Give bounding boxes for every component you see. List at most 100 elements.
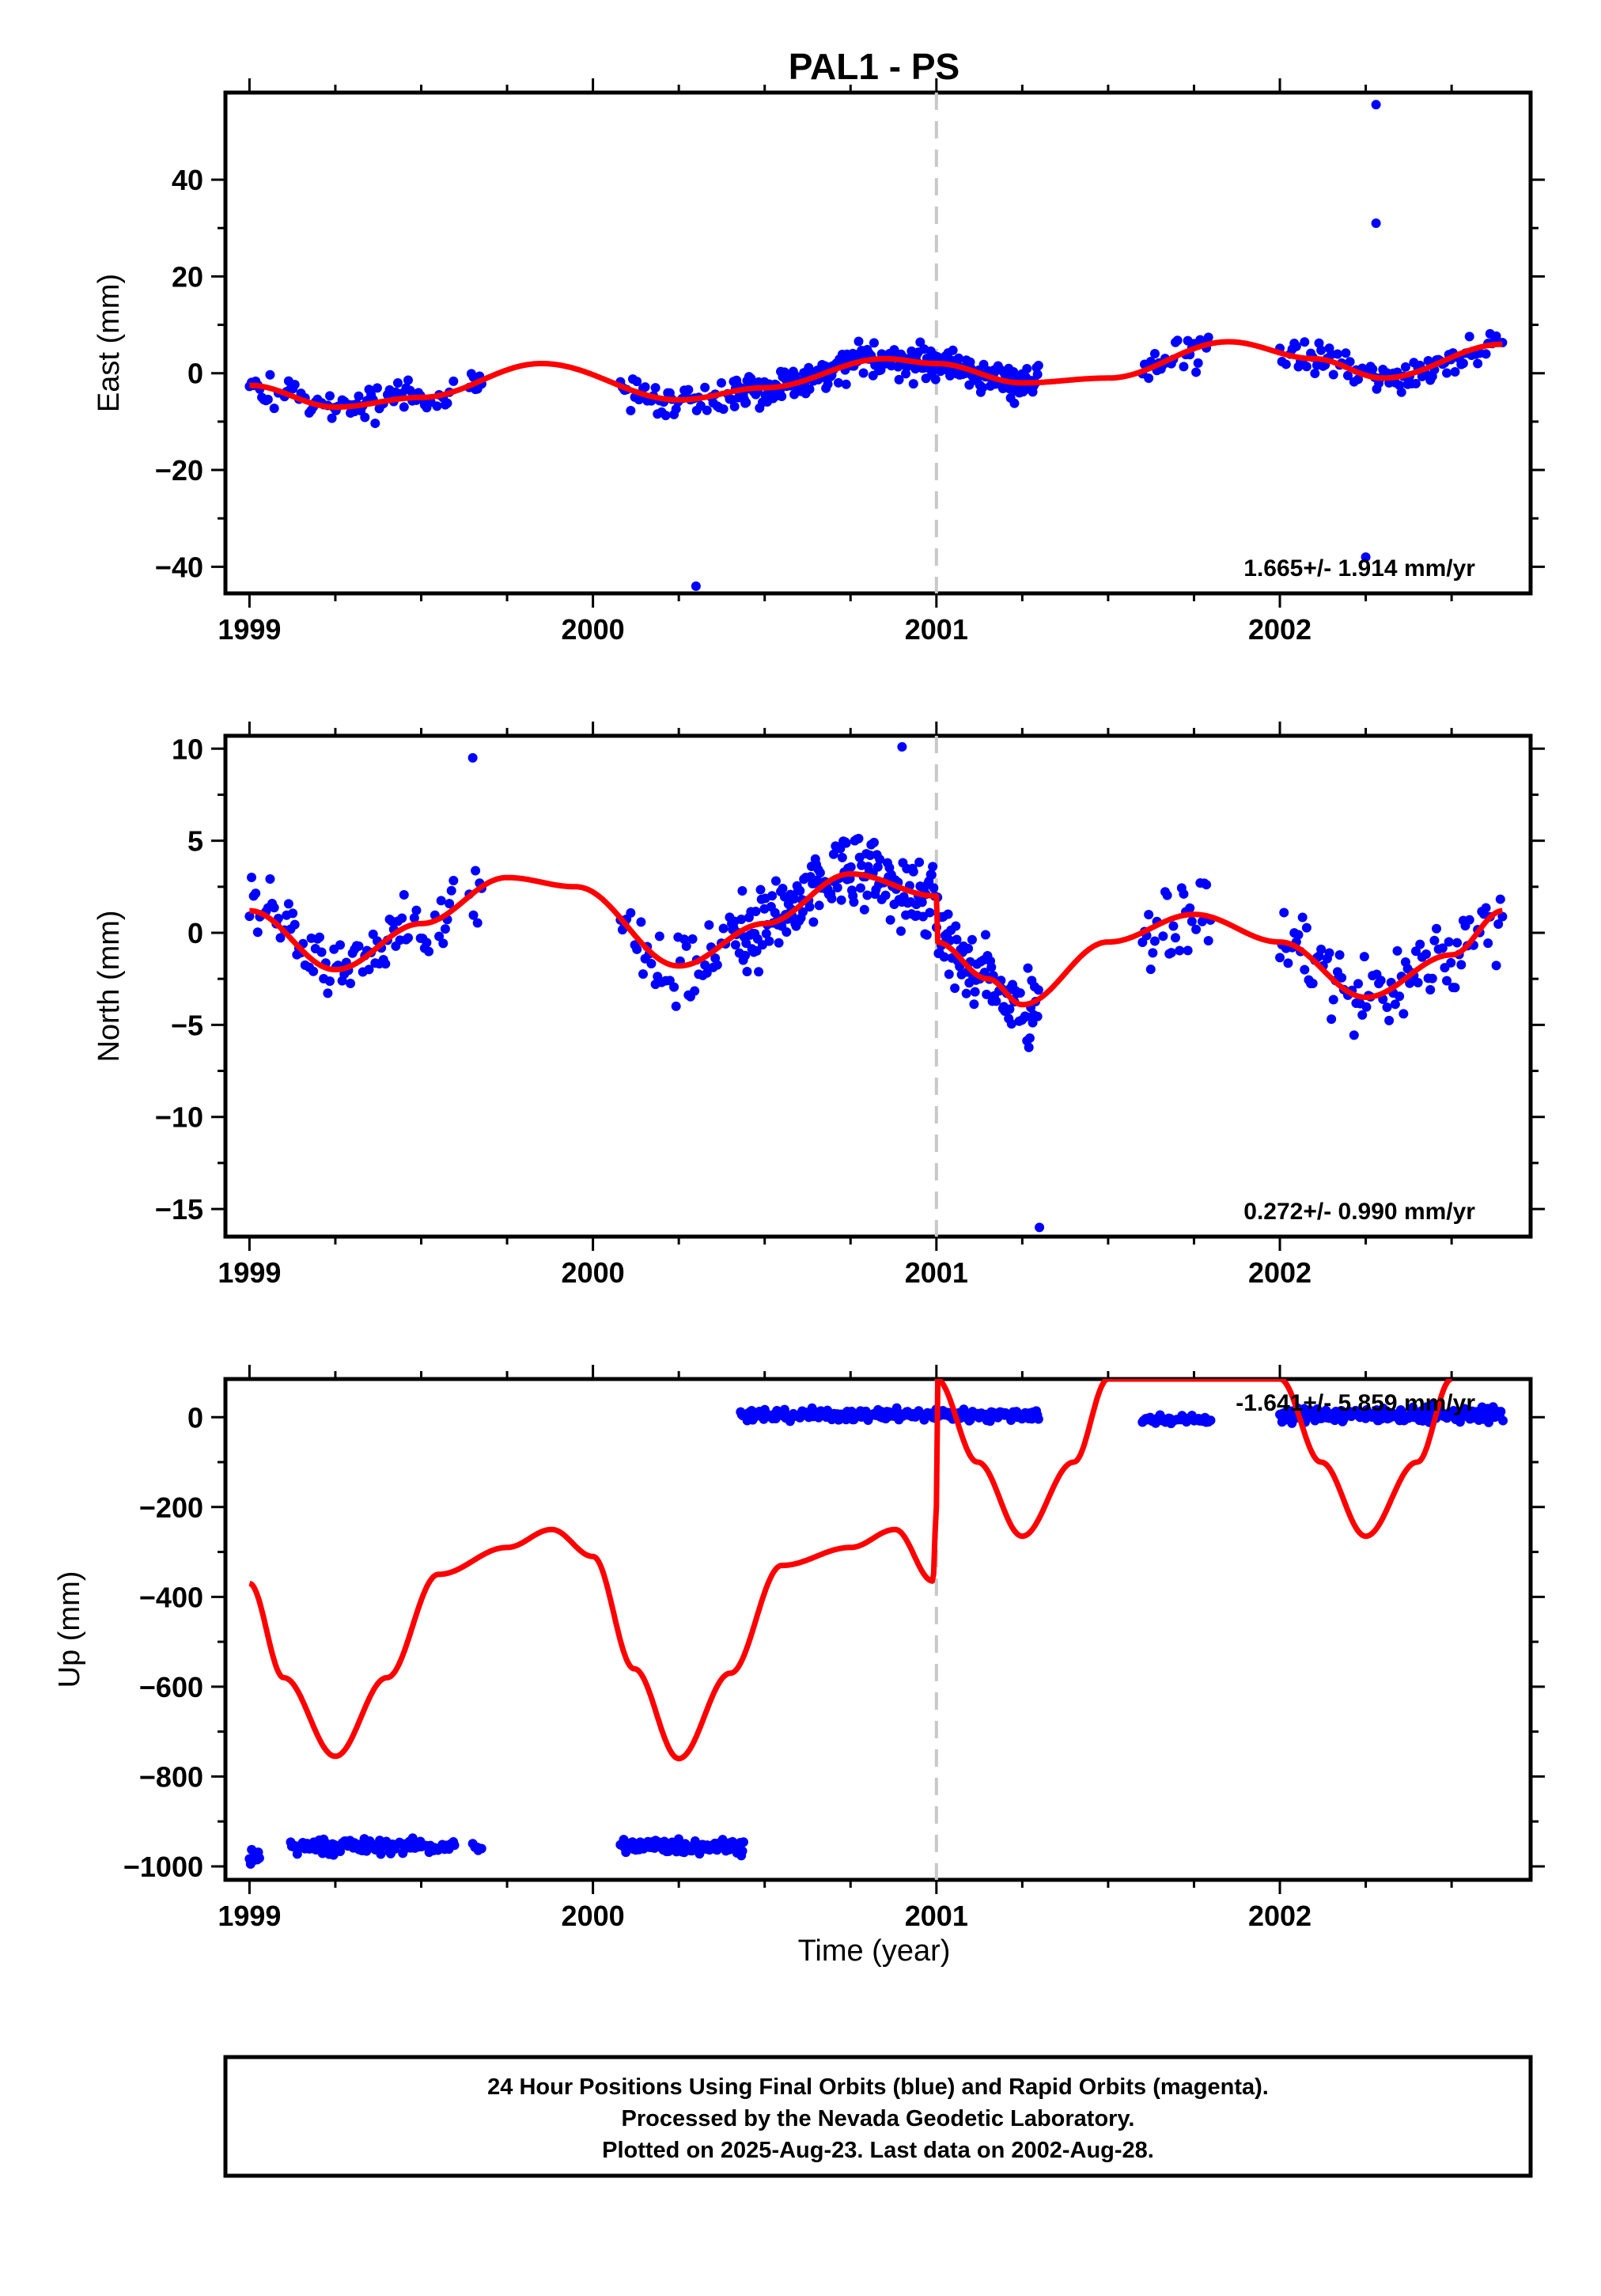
data-point [1301,923,1311,933]
data-point [778,883,788,893]
data-point [1281,359,1291,369]
data-point [308,966,319,976]
data-point [717,377,726,388]
data-point [841,379,851,389]
data-point [767,891,778,901]
data-point [316,947,327,957]
x-tick-label: 2000 [562,1900,625,1932]
data-point [914,857,925,867]
data-point [751,907,761,917]
outlier-point [1371,218,1381,229]
data-point [1023,963,1033,973]
data-point [407,1833,418,1843]
data-point [797,907,808,917]
data-point [432,401,442,411]
data-point [440,924,450,934]
data-point [1341,348,1351,358]
data-point [917,897,927,907]
data-point [1191,924,1202,934]
data-point [837,852,847,862]
data-point [1332,349,1342,359]
x-tick-label: 2001 [905,1256,968,1289]
data-point [1423,355,1433,366]
data-point [1432,923,1442,934]
data-point [1310,368,1320,378]
data-point [1279,907,1289,918]
east-panel: 1999 2000 2001 2002 −40 −20 0 20 40 East (mm) 1.66… [93,78,1545,646]
data-point [1193,358,1203,368]
model-curve [248,339,1504,410]
data-point [288,908,298,919]
data-point [1450,983,1460,993]
x-tick-label: 2002 [1248,1256,1311,1289]
data-point [730,940,740,950]
data-point [737,1846,748,1856]
y-tick-label: −600 [139,1671,203,1703]
data-point [1421,949,1431,959]
data-point [738,1837,748,1847]
figure-title: PAL1 - PS [789,46,959,87]
outlier-point [1361,552,1371,563]
data-point [1005,1004,1015,1014]
data-point [690,986,700,996]
data-point [1148,948,1158,958]
y-tick-label: −40 [155,551,203,583]
data-point [789,894,800,904]
data-point [702,405,712,415]
data-point [859,904,869,915]
data-point [650,383,660,393]
data-point [445,899,455,909]
data-point [446,885,456,896]
data-point [953,353,963,363]
footer-line-2: Processed by the Nevada Geodetic Laborat… [622,2106,1135,2131]
data-point [397,913,407,923]
data-point [986,962,997,972]
data-point [896,926,906,936]
outlier-point [897,741,907,752]
data-point [950,983,960,993]
data-point [1405,978,1415,988]
data-point [626,907,636,918]
data-point [804,384,815,394]
data-point [1359,952,1369,962]
data-point [442,398,452,408]
data-point [673,1834,683,1844]
data-point [991,996,1001,1006]
data-point [1033,360,1043,370]
data-point [939,952,949,962]
data-point [1384,1015,1395,1025]
data-point [1168,921,1179,931]
data-point [687,934,698,944]
y-tick-label: 5 [187,825,203,858]
data-point [880,890,891,900]
data-point [761,929,771,939]
data-point [832,882,842,892]
data-point [1203,935,1213,945]
data-point [1328,995,1338,1005]
data-point [795,885,805,896]
data-point [926,870,937,880]
data-point [1144,910,1154,920]
data-point [263,394,273,404]
data-point [275,933,286,943]
data-point [1205,1415,1216,1426]
data-point [1497,911,1508,922]
y-tick-label: −15 [155,1193,203,1226]
data-point [403,933,413,943]
data-point [754,967,764,977]
rate-label: 1.665+/- 1.914 mm/yr [1243,555,1475,582]
data-point [1149,936,1160,946]
data-point [1183,945,1193,956]
data-point [1158,931,1168,942]
data-point [862,890,872,900]
data-point [1015,988,1025,998]
data-point [1144,373,1154,384]
data-point [930,374,941,385]
y-tick-label: 10 [172,733,203,765]
data-point [815,868,825,878]
data-point [928,862,938,872]
data-point [1452,938,1463,948]
data-point [399,402,409,412]
data-point [1442,368,1452,378]
data-point [875,854,885,865]
